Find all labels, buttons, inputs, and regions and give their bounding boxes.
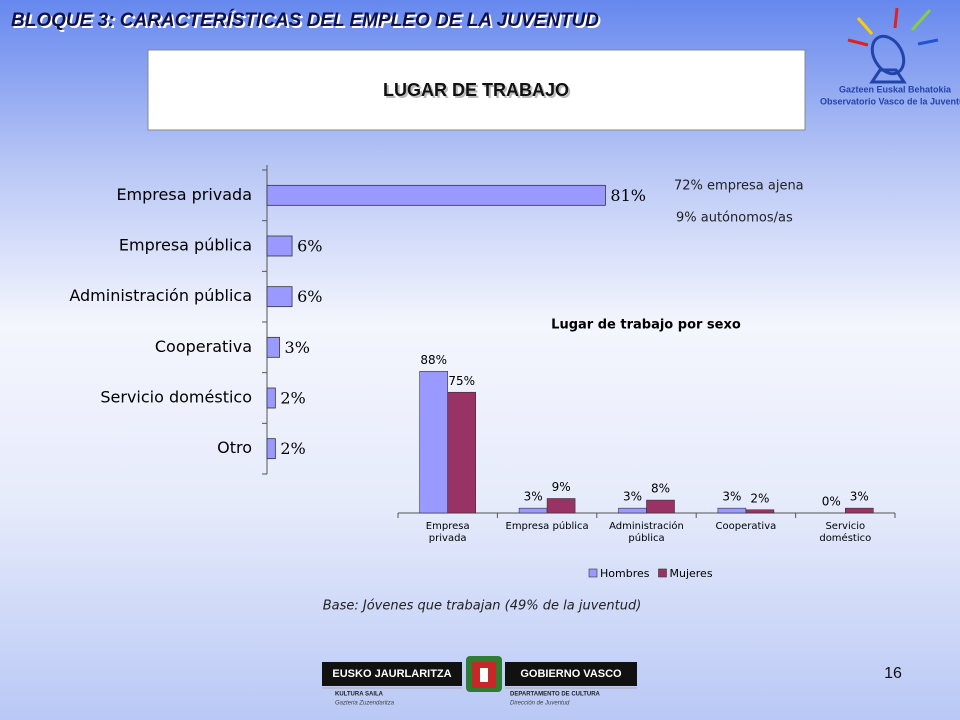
bar xyxy=(266,184,606,206)
category-label: Empresa privada xyxy=(116,185,252,204)
banner-text: GOBIERNO VASCO xyxy=(520,668,622,680)
legend-swatch xyxy=(588,568,598,578)
value-label: 3% xyxy=(850,490,869,504)
annotation: 9% autónomos/as xyxy=(676,211,793,226)
category-label: Cooperativa xyxy=(155,337,252,356)
bar xyxy=(266,438,276,460)
bar xyxy=(717,507,747,514)
x-tick-label: Servicio doméstico xyxy=(819,521,872,544)
observatory-logo xyxy=(847,7,939,84)
dept-text: DEPARTAMENTO DE CULTURA xyxy=(510,692,601,698)
value-label: 2% xyxy=(750,491,769,505)
value-label: 2% xyxy=(280,439,305,458)
dept-text: KULTURA SAILA xyxy=(335,692,384,698)
bar xyxy=(546,498,576,514)
logo-text: Observatorio Vasco de la Juventud xyxy=(820,96,960,106)
legend-swatch xyxy=(658,568,667,578)
value-label: 3% xyxy=(623,490,642,504)
category-label: Servicio doméstico xyxy=(100,388,252,407)
value-label: 3% xyxy=(722,490,741,504)
bar xyxy=(419,371,449,514)
bar xyxy=(844,507,874,514)
bar xyxy=(745,509,775,514)
value-label: 9% xyxy=(552,480,571,494)
bar xyxy=(618,507,647,514)
x-tick-label: Empresa privada xyxy=(425,521,470,544)
value-label: 75% xyxy=(448,374,475,388)
value-label: 0% xyxy=(822,495,841,509)
chart-title: Lugar de trabajo por sexo xyxy=(551,318,741,333)
bar xyxy=(266,286,293,308)
value-label: 81% xyxy=(610,186,646,205)
bar xyxy=(646,499,675,514)
legend-label: Mujeres xyxy=(669,567,712,580)
bar xyxy=(447,391,477,514)
banner-text: EUSKO JAURLARITZA xyxy=(332,668,451,680)
box-title-shadow: LUGAR DE TRABAJO xyxy=(385,82,571,102)
bar xyxy=(266,336,280,358)
logo-text: Gazteen Euskal Behatokia xyxy=(839,84,952,94)
category-label: Administración pública xyxy=(69,286,252,305)
x-tick-label: Cooperativa xyxy=(715,521,777,532)
value-label: 6% xyxy=(297,237,322,256)
legend-label: Hombres xyxy=(600,567,650,580)
value-label: 2% xyxy=(280,389,305,408)
value-label: 88% xyxy=(420,353,447,367)
government-logo xyxy=(322,656,637,692)
box-title: LUGAR DE TRABAJO xyxy=(383,80,569,100)
bar xyxy=(266,235,293,257)
dept-text: Gazteria Zuzendaritza xyxy=(335,701,395,707)
bar xyxy=(518,507,548,514)
category-label: Otro xyxy=(217,438,252,457)
value-label: 8% xyxy=(651,482,670,496)
value-label: 6% xyxy=(297,287,322,306)
category-label: Empresa pública xyxy=(119,236,252,255)
dept-text: Dirección de Juventud xyxy=(510,701,570,707)
x-tick-label: Administración pública xyxy=(609,521,684,544)
slide-title: BLOQUE 3: CARACTERÍSTICAS DEL EMPLEO DE … xyxy=(11,9,599,31)
bar xyxy=(266,387,276,409)
base-note: Base: Jóvenes que trabajan (49% de la ju… xyxy=(323,599,642,614)
annotation: 72% empresa ajena xyxy=(674,179,804,194)
page-number: 16 xyxy=(884,665,902,682)
value-label: 3% xyxy=(285,338,310,357)
title-box xyxy=(147,49,806,131)
x-tick-label: Empresa pública xyxy=(505,521,589,532)
value-label: 3% xyxy=(524,490,543,504)
title-shadow: BLOQUE 3: CARACTERÍSTICAS DEL EMPLEO DE … xyxy=(13,11,601,33)
